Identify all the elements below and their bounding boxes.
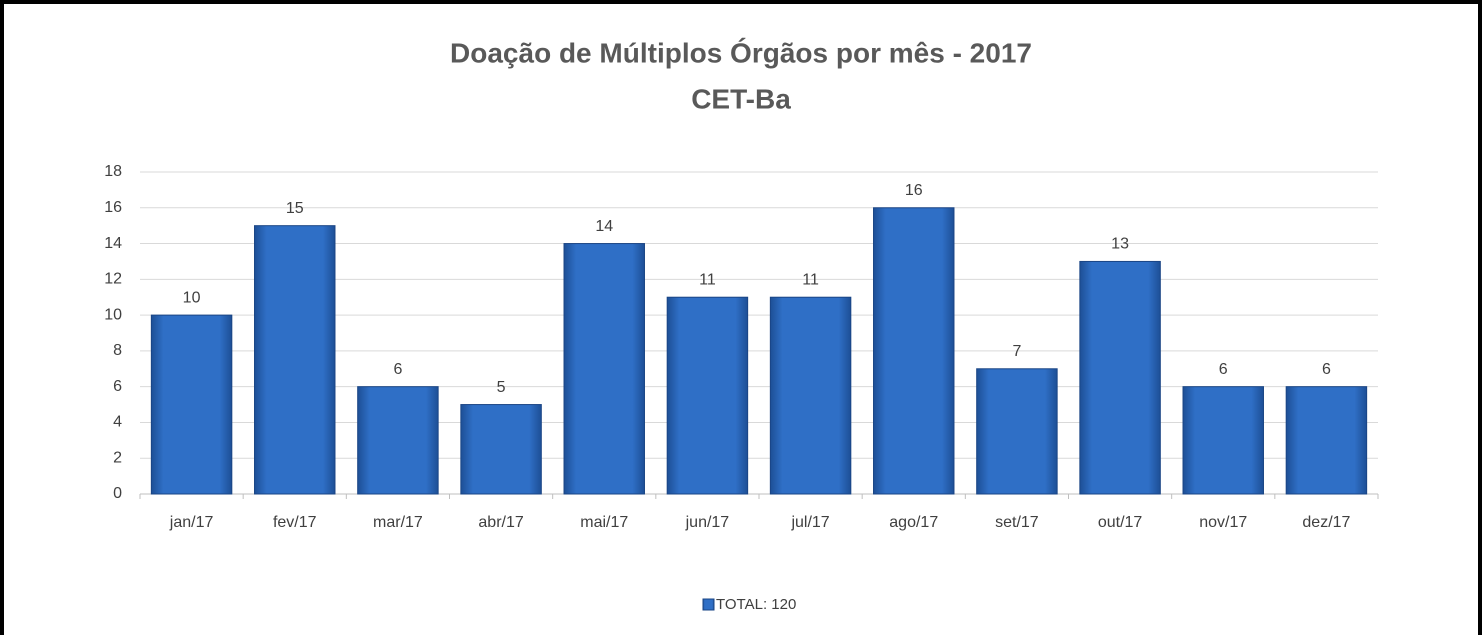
legend-label: TOTAL: 120 <box>716 596 796 613</box>
x-tick-label: jul/17 <box>790 514 829 531</box>
data-label: 6 <box>1322 361 1331 378</box>
legend-swatch <box>702 598 715 611</box>
x-tick-label: ago/17 <box>889 514 938 531</box>
y-tick-label: 4 <box>113 414 122 431</box>
data-label: 10 <box>183 289 201 306</box>
y-tick-label: 14 <box>104 235 122 252</box>
bar <box>1079 260 1161 495</box>
bar <box>769 296 852 495</box>
x-tick-label: fev/17 <box>273 514 317 531</box>
y-tick-label: 8 <box>113 342 122 359</box>
x-tick-label: out/17 <box>1098 514 1143 531</box>
bar <box>460 404 542 495</box>
bar <box>254 225 336 495</box>
data-label: 7 <box>1012 343 1021 360</box>
data-label: 6 <box>1219 361 1228 378</box>
data-label: 16 <box>905 182 923 199</box>
x-tick-label: jun/17 <box>685 514 730 531</box>
data-label: 6 <box>393 361 402 378</box>
bar <box>976 368 1058 495</box>
x-tick-label: dez/17 <box>1302 514 1350 531</box>
y-tick-label: 2 <box>113 449 122 466</box>
x-tick-label: nov/17 <box>1199 514 1247 531</box>
data-label: 15 <box>286 200 304 217</box>
bar <box>150 314 233 495</box>
y-tick-label: 6 <box>113 378 122 395</box>
x-tick-label: jan/17 <box>169 514 214 531</box>
chart-title: Doação de Múltiplos Órgãos por mês - 201… <box>450 37 1032 68</box>
x-tick-label: abr/17 <box>478 514 523 531</box>
x-tick-label: set/17 <box>995 514 1039 531</box>
bar <box>1182 386 1264 495</box>
bar <box>666 296 749 495</box>
x-tick-label: mar/17 <box>373 514 423 531</box>
x-tick-label: mai/17 <box>580 514 628 531</box>
y-tick-label: 12 <box>104 271 122 288</box>
bar <box>563 243 645 495</box>
y-tick-label: 10 <box>104 306 122 323</box>
data-label: 11 <box>699 271 716 288</box>
bar <box>873 207 955 495</box>
bar <box>1285 386 1368 495</box>
data-label: 14 <box>595 218 613 235</box>
chart-subtitle: CET-Ba <box>691 83 791 114</box>
y-tick-label: 0 <box>113 485 122 502</box>
y-tick-label: 16 <box>104 199 122 216</box>
data-label: 11 <box>802 271 819 288</box>
data-label: 13 <box>1111 236 1129 253</box>
data-label: 5 <box>497 379 506 396</box>
y-tick-label: 18 <box>104 163 122 180</box>
bar <box>357 386 439 495</box>
